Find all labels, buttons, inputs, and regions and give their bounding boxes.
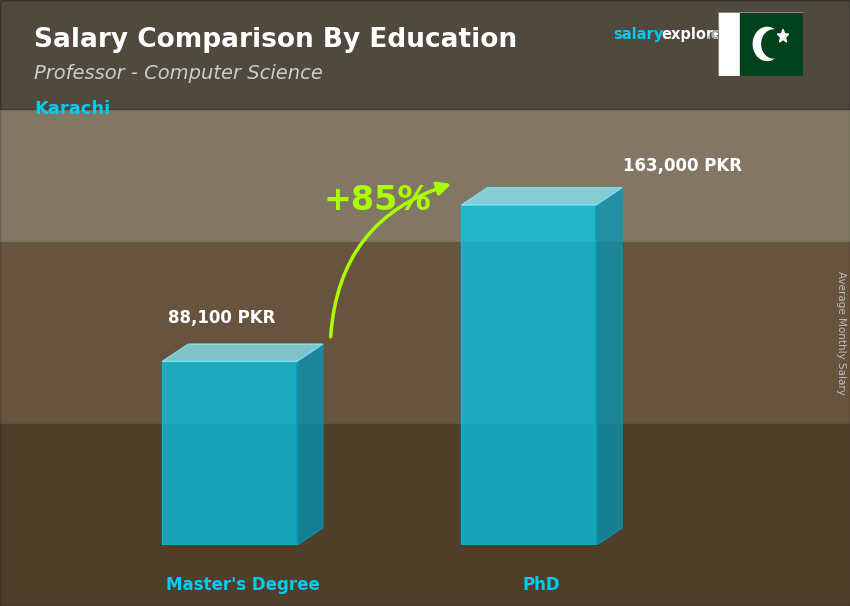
Circle shape xyxy=(762,30,785,58)
Bar xyxy=(740,12,803,76)
Text: Salary Comparison By Education: Salary Comparison By Education xyxy=(34,27,517,53)
Text: +85%: +85% xyxy=(323,184,431,217)
Text: explorer: explorer xyxy=(661,27,731,42)
Text: Karachi: Karachi xyxy=(34,100,110,118)
Text: 163,000 PKR: 163,000 PKR xyxy=(622,156,741,175)
Bar xyxy=(718,12,740,76)
Text: PhD: PhD xyxy=(523,576,561,594)
Bar xyxy=(0,0,850,242)
Circle shape xyxy=(753,27,781,61)
Text: Average Monthly Salary: Average Monthly Salary xyxy=(836,271,846,395)
Text: Master's Degree: Master's Degree xyxy=(166,576,320,594)
Bar xyxy=(0,242,850,424)
Bar xyxy=(162,361,297,545)
Text: .com: .com xyxy=(706,27,745,42)
Bar xyxy=(0,0,850,109)
Polygon shape xyxy=(297,344,323,545)
Bar xyxy=(462,205,596,545)
Polygon shape xyxy=(596,188,622,545)
FancyArrowPatch shape xyxy=(331,183,448,337)
Text: salary: salary xyxy=(614,27,664,42)
Text: 88,100 PKR: 88,100 PKR xyxy=(168,308,275,327)
Bar xyxy=(0,424,850,606)
Text: Professor - Computer Science: Professor - Computer Science xyxy=(34,64,323,82)
Polygon shape xyxy=(162,344,323,361)
Polygon shape xyxy=(462,188,622,205)
Polygon shape xyxy=(778,29,789,42)
